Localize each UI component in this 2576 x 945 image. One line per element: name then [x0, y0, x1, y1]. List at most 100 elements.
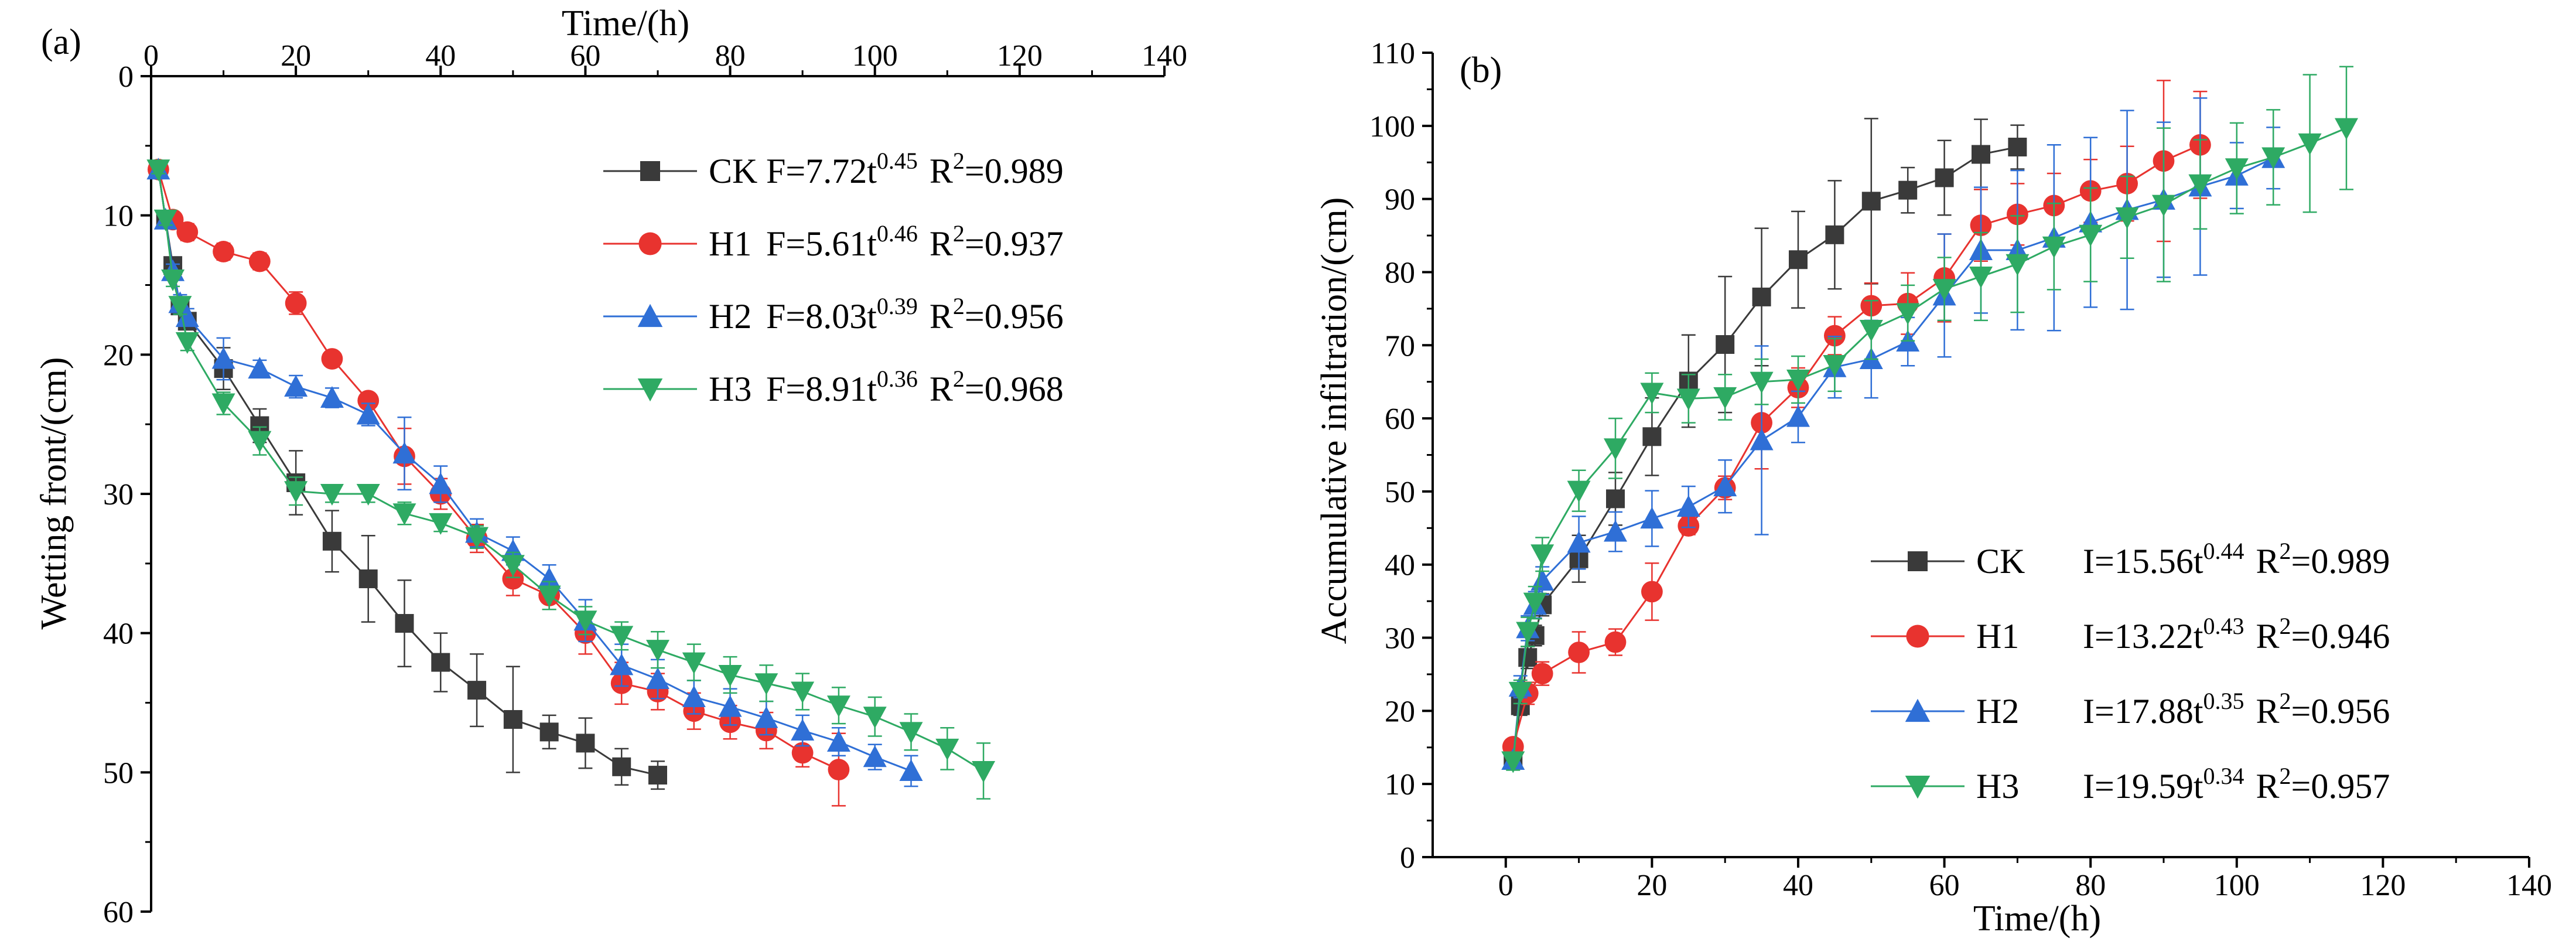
y-tick-label: 0 — [1400, 841, 1415, 875]
legend-marker-H1 — [1906, 625, 1929, 648]
legend-r2-value-H3: =0.968 — [965, 370, 1064, 408]
panel-b-plot-area — [1501, 66, 2358, 773]
data-point-H3 — [935, 738, 959, 760]
data-point-H1 — [321, 348, 343, 370]
data-point-H3 — [1896, 303, 1920, 325]
series-line-H3 — [1512, 127, 2347, 762]
y-tick-label: 50 — [1385, 476, 1415, 509]
data-point-CK — [1716, 335, 1735, 354]
data-point-H1 — [1641, 581, 1663, 603]
data-point-H3 — [175, 332, 199, 354]
legend-equation-H1: F=5.61t0.46 R2=0.937 — [766, 220, 1064, 263]
data-point-H3 — [2298, 133, 2322, 155]
y-tick-label: 10 — [1385, 768, 1415, 801]
legend-marker-H3 — [637, 378, 663, 402]
data-point-H2 — [1640, 507, 1664, 529]
data-point-H2 — [356, 402, 380, 425]
legend-entry-H3: H3 I=19.59t0.34 R2=0.957 — [1871, 763, 2390, 806]
data-point-H1 — [1604, 631, 1627, 653]
panel-a-x-axis-title: Time/(h) — [562, 4, 689, 43]
legend-exponent-H3: 0.34 — [2203, 763, 2244, 789]
data-point-H1 — [213, 241, 234, 262]
data-point-CK — [1972, 145, 1990, 164]
data-point-CK — [1825, 225, 1844, 244]
data-point-H3 — [356, 484, 380, 506]
legend-r-H3: R — [930, 370, 953, 408]
data-point-H3 — [248, 431, 272, 453]
data-point-H3 — [2335, 118, 2358, 140]
panel-b-ticks: 0 20 40 60 80 100 120 140 0 10 20 30 40 50 60 70 80 90 100… — [1369, 37, 2552, 902]
legend-equation-H3: F=8.91t0.36 R2=0.968 — [766, 366, 1064, 408]
y-tick-label: 60 — [103, 896, 134, 929]
x-tick-label: 0 — [1498, 869, 1514, 902]
y-tick-label: 40 — [103, 618, 134, 651]
data-point-H3 — [161, 269, 185, 291]
data-point-CK — [322, 531, 341, 551]
legend-r2-value-CK: =0.989 — [2291, 542, 2390, 581]
data-point-CK — [395, 614, 414, 633]
data-point-H3 — [1859, 320, 1883, 342]
panel-a-ticks: 0 20 40 60 80 100 120 140 0 10 20 30 40 50 60 — [103, 39, 1187, 929]
legend-exponent-CK: 0.45 — [877, 148, 918, 174]
data-point-H2 — [392, 442, 416, 464]
legend-r-H1: R — [930, 224, 953, 263]
legend-equation-H1: I=13.22t0.43 R2=0.946 — [2083, 613, 2390, 656]
legend-entry-H2: H2 F=8.03t0.39 R2=0.956 — [603, 293, 1064, 336]
y-tick-label: 20 — [1385, 695, 1415, 728]
data-point-H2 — [1750, 428, 1774, 451]
data-point-CK — [1935, 168, 1954, 187]
data-point-H3 — [682, 652, 706, 674]
data-point-CK — [1642, 427, 1662, 446]
data-point-H2 — [1786, 405, 1810, 427]
legend-marker-H1 — [638, 232, 662, 255]
data-point-H2 — [646, 667, 669, 690]
y-tick-label: 30 — [103, 478, 134, 511]
data-point-CK — [2008, 138, 2027, 157]
data-point-H1 — [828, 759, 850, 780]
panel-a: (a) Time/(h) Wetting front/(cm) 0 20 40 60 8… — [34, 4, 1187, 929]
data-point-H3 — [791, 681, 815, 704]
x-tick-label: 80 — [2075, 869, 2106, 902]
data-point-H3 — [1523, 592, 1547, 615]
legend-name-CK: CK — [1976, 542, 2025, 581]
data-point-CK — [431, 653, 450, 672]
x-tick-label: 120 — [997, 39, 1043, 73]
legend-equation-H3: I=19.59t0.34 R2=0.957 — [2083, 763, 2390, 806]
data-point-H3 — [610, 626, 634, 648]
legend-entry-CK: CK F=7.72t0.45 R2=0.989 — [603, 148, 1064, 190]
legend-r-CK: R — [2256, 542, 2280, 581]
data-point-H2 — [1567, 531, 1591, 553]
legend-exponent-H2: 0.35 — [2203, 688, 2244, 714]
x-tick-label: 0 — [144, 39, 159, 73]
panel-b-y-axis-title: Accumulative infiltration/(cm) — [1314, 197, 1354, 644]
data-point-H3 — [465, 527, 489, 549]
data-point-H2 — [284, 374, 308, 397]
legend-marker-CK — [1908, 551, 1928, 571]
data-point-H2 — [791, 719, 815, 741]
data-point-H3 — [1640, 383, 1664, 405]
data-point-CK — [1752, 287, 1771, 306]
legend-r-H1: R — [2256, 617, 2280, 656]
data-point-H3 — [899, 722, 923, 744]
data-point-CK — [539, 722, 559, 742]
data-point-H3 — [1508, 681, 1532, 704]
data-point-H1 — [1568, 642, 1590, 663]
series-line-CK — [157, 169, 658, 776]
data-point-CK — [1518, 648, 1538, 667]
legend-r-H2: R — [930, 297, 953, 336]
x-tick-label: 140 — [1142, 39, 1187, 73]
data-point-H3 — [392, 503, 416, 526]
data-point-CK — [576, 734, 595, 753]
x-tick-label: 60 — [1929, 869, 1960, 902]
legend-r2-value-H2: =0.956 — [965, 297, 1064, 336]
data-point-H3 — [1567, 480, 1591, 503]
data-point-H3 — [501, 555, 525, 577]
y-tick-label: 10 — [103, 200, 134, 233]
data-point-H2 — [429, 472, 453, 494]
data-point-H2 — [248, 357, 272, 379]
data-point-H3 — [284, 481, 308, 503]
x-tick-label: 60 — [570, 39, 600, 73]
legend-r2-sup-CK: 2 — [953, 148, 965, 174]
legend-r2-sup-H2: 2 — [953, 293, 965, 319]
